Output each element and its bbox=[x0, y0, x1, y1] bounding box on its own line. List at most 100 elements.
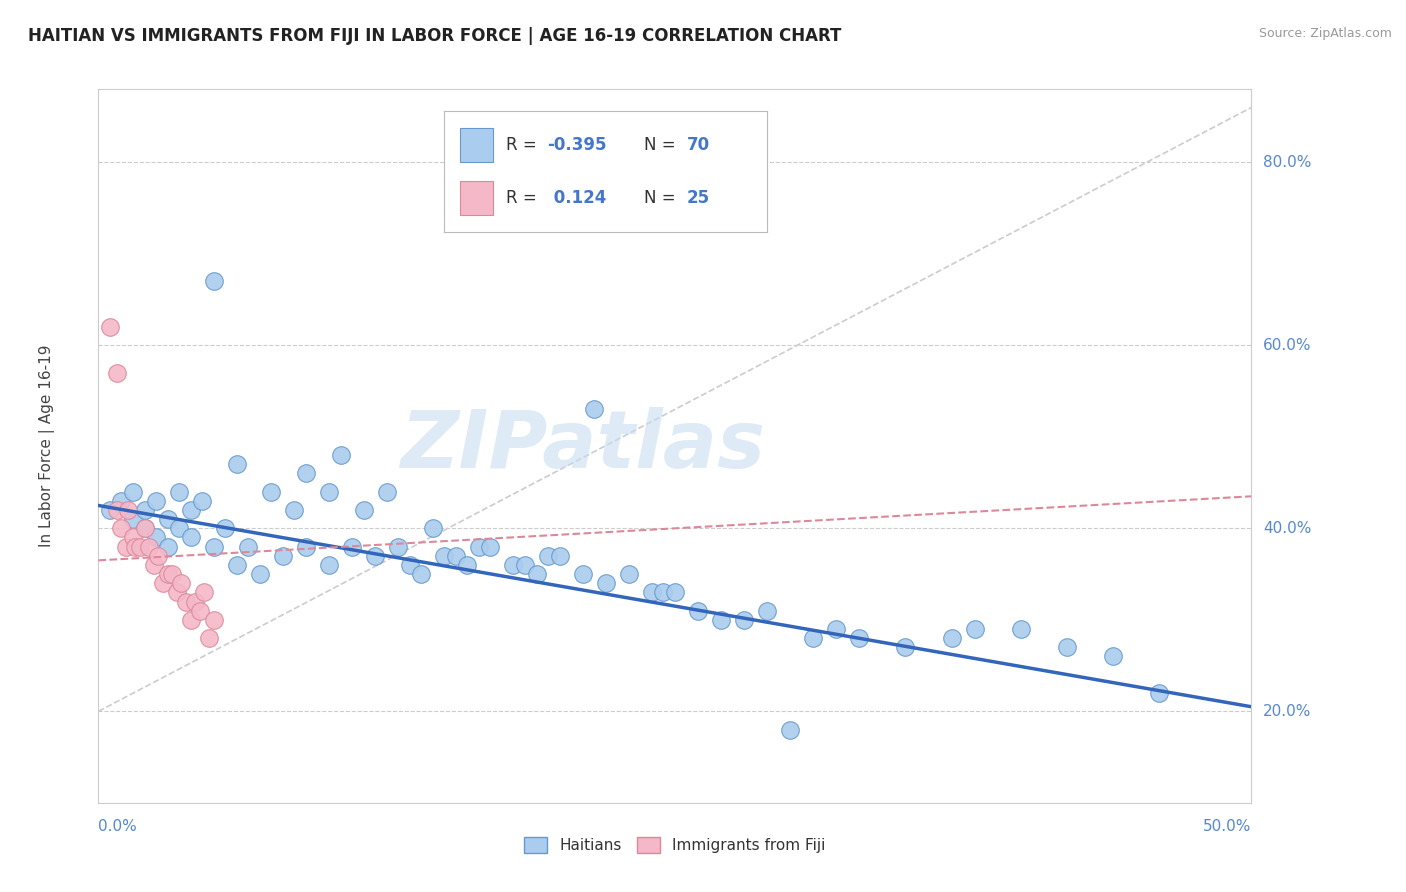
Point bbox=[318, 484, 340, 499]
Point bbox=[110, 521, 132, 535]
Point bbox=[134, 521, 156, 535]
Text: In Labor Force | Age 16-19: In Labor Force | Age 16-19 bbox=[38, 344, 55, 548]
Point bbox=[98, 320, 121, 334]
Point bbox=[411, 567, 433, 582]
Point bbox=[110, 494, 132, 508]
Point bbox=[641, 585, 664, 599]
Text: Source: ZipAtlas.com: Source: ZipAtlas.com bbox=[1258, 27, 1392, 40]
Point bbox=[756, 604, 779, 618]
Point bbox=[152, 576, 174, 591]
Point bbox=[1056, 640, 1078, 655]
Point bbox=[129, 540, 152, 554]
Point bbox=[180, 503, 202, 517]
Point bbox=[779, 723, 801, 737]
Point bbox=[198, 631, 221, 645]
Point bbox=[145, 531, 167, 545]
Point bbox=[353, 503, 375, 517]
Point bbox=[295, 540, 318, 554]
Point bbox=[238, 540, 260, 554]
Point bbox=[387, 540, 409, 554]
Point bbox=[295, 467, 318, 481]
Point bbox=[105, 503, 128, 517]
Text: 80.0%: 80.0% bbox=[1263, 155, 1312, 169]
Text: 60.0%: 60.0% bbox=[1263, 338, 1312, 353]
Point bbox=[422, 521, 444, 535]
Point bbox=[664, 585, 686, 599]
Point bbox=[142, 558, 165, 572]
Point bbox=[444, 549, 467, 563]
Point bbox=[184, 594, 207, 608]
Point bbox=[115, 540, 138, 554]
Point bbox=[134, 503, 156, 517]
Text: HAITIAN VS IMMIGRANTS FROM FIJI IN LABOR FORCE | AGE 16-19 CORRELATION CHART: HAITIAN VS IMMIGRANTS FROM FIJI IN LABOR… bbox=[28, 27, 842, 45]
Text: 0.0%: 0.0% bbox=[98, 819, 138, 834]
Point bbox=[117, 503, 139, 517]
Point bbox=[686, 604, 709, 618]
Point bbox=[98, 503, 121, 517]
Point bbox=[456, 558, 478, 572]
Point bbox=[148, 549, 170, 563]
Point bbox=[193, 585, 215, 599]
Point bbox=[513, 558, 536, 572]
Point bbox=[202, 274, 225, 288]
Point bbox=[202, 540, 225, 554]
Point bbox=[122, 531, 145, 545]
Point bbox=[941, 631, 963, 645]
Point bbox=[283, 503, 305, 517]
Point bbox=[156, 512, 179, 526]
Point bbox=[583, 402, 606, 417]
Point bbox=[174, 594, 197, 608]
Point bbox=[271, 549, 294, 563]
Point bbox=[191, 494, 214, 508]
Point bbox=[134, 521, 156, 535]
Point bbox=[225, 458, 247, 472]
Point bbox=[225, 558, 247, 572]
Point bbox=[733, 613, 755, 627]
Point bbox=[167, 484, 190, 499]
Point bbox=[502, 558, 524, 572]
Point bbox=[122, 484, 145, 499]
Point bbox=[1102, 649, 1125, 664]
Point bbox=[156, 567, 179, 582]
Point bbox=[160, 567, 183, 582]
Text: 20.0%: 20.0% bbox=[1263, 704, 1312, 719]
Point bbox=[479, 540, 502, 554]
Point bbox=[526, 567, 548, 582]
Point bbox=[318, 558, 340, 572]
Text: 40.0%: 40.0% bbox=[1263, 521, 1312, 536]
Point bbox=[825, 622, 848, 636]
Point bbox=[537, 549, 560, 563]
Point bbox=[156, 540, 179, 554]
Point bbox=[166, 585, 188, 599]
Point bbox=[214, 521, 236, 535]
Point bbox=[617, 567, 640, 582]
Point bbox=[124, 540, 146, 554]
Point bbox=[260, 484, 283, 499]
Point bbox=[180, 531, 202, 545]
Point bbox=[801, 631, 824, 645]
Point bbox=[963, 622, 986, 636]
Point bbox=[710, 613, 733, 627]
Point bbox=[105, 366, 128, 380]
Point bbox=[145, 494, 167, 508]
Point bbox=[167, 521, 190, 535]
Point bbox=[652, 585, 675, 599]
Point bbox=[188, 604, 211, 618]
Point bbox=[398, 558, 420, 572]
Point bbox=[548, 549, 571, 563]
Text: 50.0%: 50.0% bbox=[1204, 819, 1251, 834]
Text: ZIPatlas: ZIPatlas bbox=[401, 407, 765, 485]
Point bbox=[375, 484, 398, 499]
Point bbox=[364, 549, 387, 563]
Legend: Haitians, Immigrants from Fiji: Haitians, Immigrants from Fiji bbox=[519, 831, 831, 859]
Point bbox=[122, 512, 145, 526]
Point bbox=[468, 540, 491, 554]
Point bbox=[202, 613, 225, 627]
Point bbox=[433, 549, 456, 563]
Point bbox=[180, 613, 202, 627]
Point bbox=[595, 576, 617, 591]
Point bbox=[571, 567, 593, 582]
Point bbox=[329, 448, 352, 462]
Point bbox=[848, 631, 870, 645]
Point bbox=[1147, 686, 1170, 700]
